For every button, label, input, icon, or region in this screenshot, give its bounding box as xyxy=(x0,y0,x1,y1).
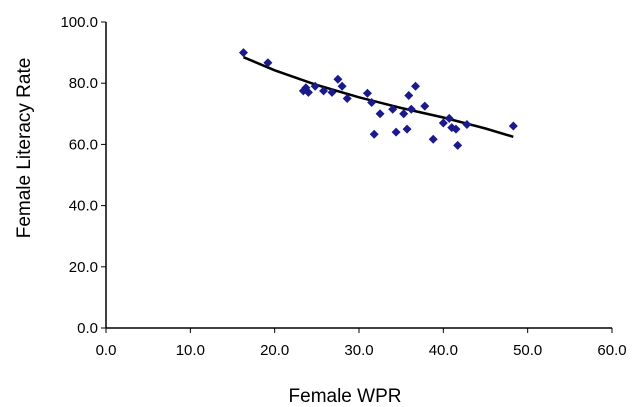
y-tick-label: 0.0 xyxy=(77,320,98,337)
data-point xyxy=(438,118,448,128)
data-point xyxy=(310,81,320,91)
y-tick-label: 20.0 xyxy=(69,259,98,276)
data-point xyxy=(327,87,337,97)
x-tick-label: 20.0 xyxy=(260,342,289,359)
data-point xyxy=(420,101,430,111)
data-point xyxy=(238,48,248,58)
data-point xyxy=(369,129,379,139)
data-point xyxy=(404,90,414,100)
trendline-layer xyxy=(243,56,514,138)
tick-labels: 0.0 10.0 20.0 30.0 40.0 50.0 60.0 0.0 20.0 40.0 60… xyxy=(60,14,626,359)
y-tick-label: 100.0 xyxy=(60,14,98,31)
data-point xyxy=(399,109,409,119)
y-tick-label: 40.0 xyxy=(69,198,98,215)
data-point xyxy=(342,94,352,103)
data-points xyxy=(238,48,518,150)
x-tick-label: 50.0 xyxy=(513,342,542,359)
trendline xyxy=(243,56,514,138)
data-point xyxy=(303,87,313,97)
x-axis-title: Female WPR xyxy=(289,386,402,402)
x-tick-label: 0.0 xyxy=(96,342,117,359)
data-point xyxy=(447,123,457,133)
data-point xyxy=(451,124,461,134)
data-point xyxy=(388,104,398,114)
data-point xyxy=(375,109,385,119)
data-point xyxy=(444,113,454,123)
data-point xyxy=(406,104,416,114)
data-point xyxy=(402,124,412,134)
x-tick-label: 10.0 xyxy=(176,342,205,359)
data-point xyxy=(319,86,329,96)
data-point xyxy=(508,121,518,131)
data-point xyxy=(367,97,377,107)
data-point xyxy=(362,88,372,98)
x-tick-label: 40.0 xyxy=(429,342,458,359)
data-point xyxy=(337,81,347,91)
axes xyxy=(101,21,613,333)
data-point xyxy=(453,140,463,150)
y-tick-label: 60.0 xyxy=(69,136,98,153)
y-tick-label: 80.0 xyxy=(69,75,98,92)
data-point xyxy=(428,134,438,144)
data-point xyxy=(462,120,472,130)
data-point xyxy=(411,81,421,91)
x-tick-label: 30.0 xyxy=(344,342,373,359)
x-tick-label: 60.0 xyxy=(597,342,626,359)
y-axis-title: Female Literacy Rate xyxy=(14,58,35,239)
data-point xyxy=(391,127,401,137)
data-point xyxy=(263,58,273,68)
data-point xyxy=(333,74,343,84)
